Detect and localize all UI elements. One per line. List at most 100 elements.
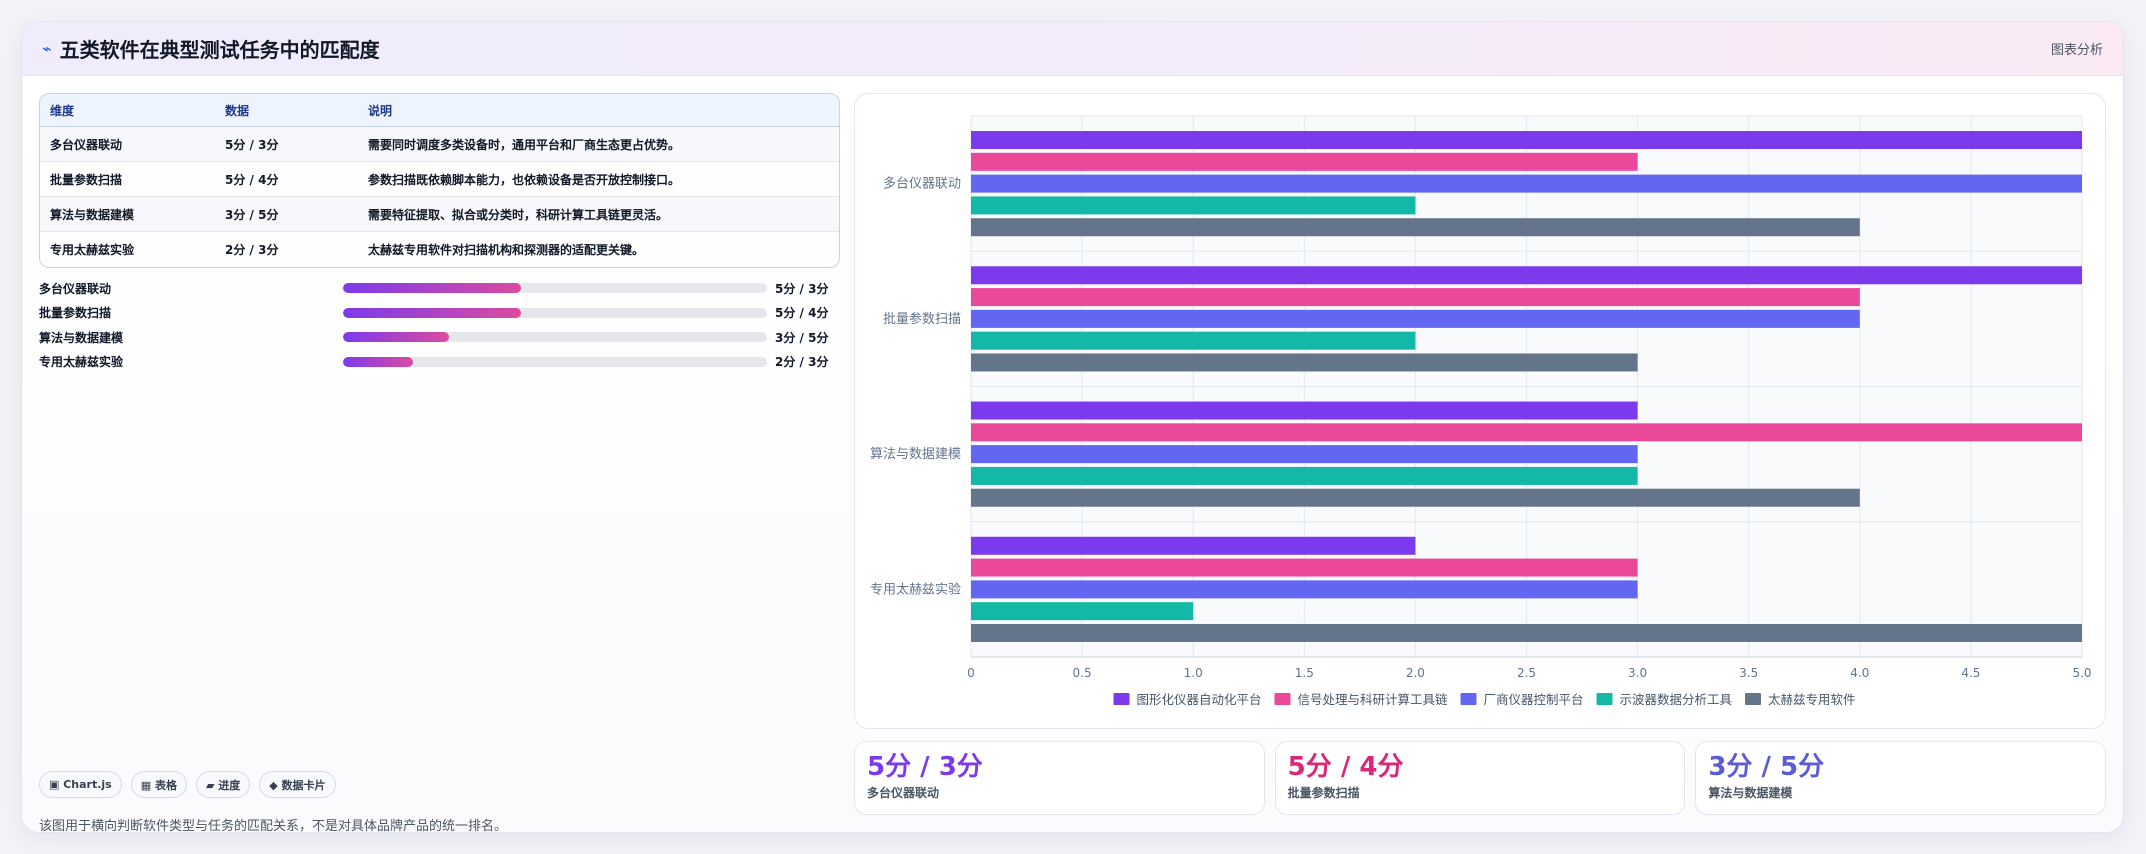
- page-title: 五类软件在典型测试任务中的匹配度: [59, 38, 380, 62]
- bar: [971, 488, 1860, 507]
- table-cell-data: 5分 / 4分: [215, 162, 358, 197]
- progress-track: [343, 307, 767, 318]
- stat-label: 多台仪器联动: [867, 786, 940, 800]
- x-tick-label: 5.0: [2072, 666, 2091, 680]
- data-table: 维度 数据 说明 多台仪器联动 5分 / 3分 需要同时调度多类设备时，通用平台…: [39, 93, 840, 268]
- progress-fill: [343, 332, 449, 343]
- x-tick-label: 2.0: [1406, 666, 1425, 680]
- bar: [971, 331, 1416, 350]
- y-category-label: 多台仪器联动: [883, 176, 961, 192]
- x-tick-label: 0: [967, 666, 975, 680]
- table-row: 批量参数扫描 5分 / 4分 参数扫描既依赖脚本能力，也依赖设备是否开放控制接口…: [40, 162, 839, 197]
- bar: [971, 288, 1860, 307]
- table-cell-data: 5分 / 3分: [215, 127, 358, 162]
- y-category-label: 批量参数扫描: [883, 311, 961, 327]
- x-tick-label: 2.5: [1517, 666, 1536, 680]
- progress-row: 专用太赫兹实验 2分 / 3分: [39, 350, 840, 375]
- table-cell-data: 2分 / 3分: [225, 243, 279, 257]
- table-header-row: 维度 数据 说明: [40, 94, 839, 127]
- table-row: 算法与数据建模 3分 / 5分 需要特征提取、拟合或分类时，科研计算工具链更灵活…: [40, 197, 839, 232]
- x-tick-label: 3.5: [1739, 666, 1758, 680]
- chart-analysis-label: 图表分析: [2050, 43, 2103, 58]
- progress-value: 5分 / 3分: [775, 281, 829, 296]
- legend-swatch: [1113, 693, 1130, 705]
- table-cell-dimension: 批量参数扫描: [40, 162, 215, 197]
- bar: [971, 558, 1638, 577]
- table-cell-note: 需要特征提取、拟合或分类时，科研计算工具链更灵活。: [358, 197, 839, 232]
- table-cell-dimension: 算法与数据建模: [40, 197, 215, 232]
- bar: [971, 580, 1638, 599]
- stat-value: 5分 / 3分: [867, 752, 983, 782]
- bar: [971, 602, 1194, 621]
- legend-label: 信号处理与科研计算工具链: [1298, 692, 1449, 707]
- table-cell-note: 参数扫描既依赖脚本能力，也依赖设备是否开放控制接口。: [358, 162, 839, 197]
- progress-fill: [343, 283, 522, 294]
- bar: [971, 353, 1638, 372]
- stat-label: 算法与数据建模: [1708, 786, 1793, 800]
- x-tick-label: 4.0: [1850, 666, 1869, 680]
- progress-label: 专用太赫兹实验: [39, 355, 124, 370]
- bar: [971, 536, 1416, 555]
- x-tick-label: 0.5: [1073, 666, 1092, 680]
- progress-label: 多台仪器联动: [39, 281, 112, 296]
- table-cell-dimension: 多台仪器联动: [40, 127, 215, 162]
- card-body: 维度 数据 说明 多台仪器联动 5分 / 3分 需要同时调度多类设备时，通用平台…: [22, 76, 2123, 832]
- legend-label: 示波器数据分析工具: [1620, 692, 1733, 707]
- progress-row: 算法与数据建模 3分 / 5分: [39, 325, 840, 350]
- column-header-dimension: 维度: [40, 94, 215, 127]
- x-tick-label: 1.0: [1184, 666, 1203, 680]
- stat-label: 批量参数扫描: [1287, 786, 1360, 800]
- progress-value: 3分 / 5分: [775, 330, 829, 345]
- legend-swatch: [1596, 693, 1613, 705]
- left-panel: 维度 数据 说明 多台仪器联动 5分 / 3分 需要同时调度多类设备时，通用平台…: [39, 93, 840, 832]
- table-row: 专用太赫兹实验 2分 / 3分 太赫兹专用软件对扫描机构和探测器的适配更关键。: [40, 232, 839, 267]
- legend-label: 厂商仪器控制平台: [1484, 692, 1584, 707]
- bar: [971, 623, 2082, 642]
- bar: [971, 309, 1860, 328]
- table-cell-note: 太赫兹专用软件对扫描机构和探测器的适配更关键。: [368, 243, 645, 257]
- bar: [971, 174, 2082, 193]
- progress-track: [343, 283, 767, 294]
- x-tick-label: 3.0: [1628, 666, 1647, 680]
- progress-value: 2分 / 3分: [775, 355, 829, 370]
- y-category-label: 专用太赫兹实验: [870, 581, 961, 597]
- tag-progress[interactable]: ▰ 进度: [195, 771, 251, 798]
- bar: [971, 218, 1860, 237]
- column-header-note: 说明: [358, 94, 839, 127]
- legend-label: 图形化仪器自动化平台: [1137, 692, 1262, 707]
- progress-list: 多台仪器联动 5分 / 3分 批量参数扫描 5分 / 4分 算法与数据建模 3分…: [39, 276, 840, 374]
- chart-panel: 0 0.5 1.0 1.5 2.0 2.5 3.0 3.5 4.0 4.5 5.0 多台仪器联动 批量参…: [854, 93, 2106, 729]
- bar: [971, 266, 2082, 285]
- legend-swatch: [1274, 693, 1291, 705]
- bar: [971, 196, 1416, 215]
- stat-card: 3分 / 5分 算法与数据建模: [1695, 741, 2107, 815]
- bar: [971, 401, 1638, 420]
- stat-value: 5分 / 4分: [1287, 752, 1404, 782]
- progress-fill: [343, 307, 522, 318]
- bar: [971, 466, 1638, 485]
- progress-track: [343, 356, 767, 367]
- progress-row: 多台仪器联动 5分 / 3分: [39, 276, 840, 301]
- tag-chartjs[interactable]: ▣ Chart.js: [39, 771, 122, 798]
- tag-table[interactable]: ▦ 表格: [130, 771, 187, 798]
- dashboard-card: ⌁ 五类软件在典型测试任务中的匹配度 图表分析 维度 数据 说明 多台仪器联动 …: [21, 21, 2124, 833]
- footnote: 该图用于横向判断软件类型与任务的匹配关系，不是对具体品牌产品的统一排名。: [39, 819, 508, 833]
- table-row: 多台仪器联动 5分 / 3分 需要同时调度多类设备时，通用平台和厂商生态更占优势…: [40, 127, 839, 162]
- progress-track: [343, 332, 767, 343]
- progress-value: 5分 / 4分: [775, 306, 829, 321]
- tag-data-card[interactable]: ◆ 数据卡片: [259, 771, 336, 798]
- table-cell-note: 需要同时调度多类设备时，通用平台和厂商生态更占优势。: [358, 127, 839, 162]
- x-tick-label: 4.5: [1961, 666, 1980, 680]
- stat-card: 5分 / 3分 多台仪器联动: [854, 741, 1265, 815]
- legend-swatch: [1460, 693, 1477, 705]
- stat-card: 5分 / 4分 批量参数扫描: [1274, 741, 1686, 815]
- progress-label: 算法与数据建模: [39, 330, 124, 345]
- column-header-data: 数据: [215, 94, 358, 127]
- stat-value: 3分 / 5分: [1708, 752, 1825, 782]
- bar: [971, 445, 1638, 464]
- bar: [971, 131, 2082, 150]
- legend-swatch: [1745, 693, 1761, 705]
- legend-label: 太赫兹专用软件: [1768, 692, 1856, 707]
- bar: [971, 152, 1638, 171]
- bar: [971, 423, 2082, 442]
